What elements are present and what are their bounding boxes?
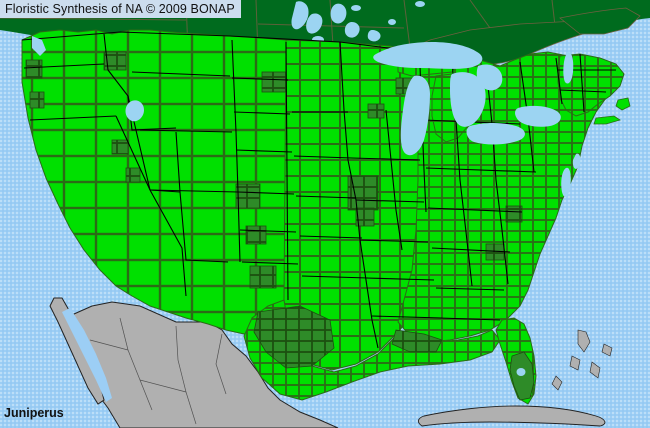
gulf-of-california bbox=[62, 308, 112, 402]
canadian-lakes bbox=[291, 1, 425, 44]
puget-sound bbox=[32, 36, 46, 56]
great-salt-lake bbox=[125, 100, 144, 122]
taxon-name-label: Juniperus bbox=[4, 406, 64, 420]
state-borders bbox=[21, 31, 616, 349]
florida-dark-shade bbox=[509, 351, 535, 401]
lake-okeechobee bbox=[516, 368, 526, 376]
region-no-data bbox=[49, 297, 613, 428]
great-lakes bbox=[373, 42, 574, 156]
us-texas-block bbox=[243, 299, 501, 401]
atlantic-bays bbox=[561, 153, 581, 197]
dark-shaded-counties bbox=[25, 51, 523, 369]
region-united-states bbox=[21, 29, 631, 405]
map-title-band: Floristic Synthesis of NA © 2009 BONAP bbox=[0, 0, 241, 18]
